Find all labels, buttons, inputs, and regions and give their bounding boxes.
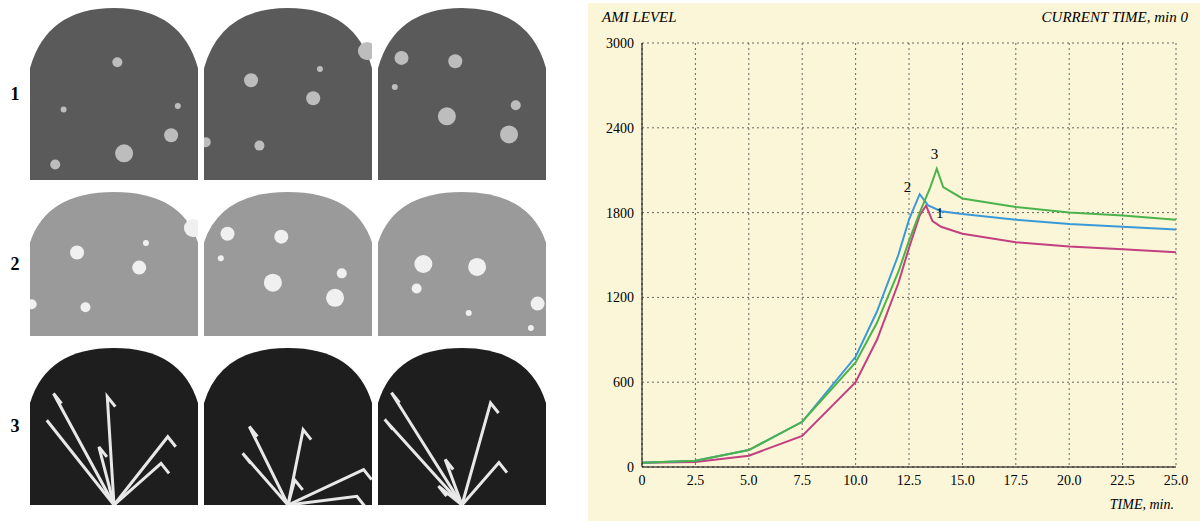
svg-text:2.5: 2.5 xyxy=(687,473,705,488)
svg-text:3000: 3000 xyxy=(606,36,634,51)
svg-text:1: 1 xyxy=(936,205,944,221)
svg-text:22.5: 22.5 xyxy=(1110,473,1135,488)
svg-text:10.0: 10.0 xyxy=(843,473,868,488)
svg-text:17.5: 17.5 xyxy=(1004,473,1029,488)
svg-text:0: 0 xyxy=(627,460,634,475)
svg-text:7.5: 7.5 xyxy=(793,473,811,488)
svg-text:TIME, min.: TIME, min. xyxy=(1110,497,1174,512)
svg-text:5.0: 5.0 xyxy=(740,473,758,488)
svg-text:1200: 1200 xyxy=(606,290,634,305)
svg-text:0: 0 xyxy=(639,473,646,488)
html-text:3: 3 xyxy=(10,416,20,436)
html-text:2: 2 xyxy=(10,253,20,274)
html-text:CURRENT TIME, min 0: CURRENT TIME, min 0 xyxy=(1041,9,1188,25)
svg-text:3: 3 xyxy=(931,146,939,162)
svg-text:25.0: 25.0 xyxy=(1164,473,1189,488)
html-text:AMI LEVEL: AMI LEVEL xyxy=(602,9,677,25)
svg-text:20.0: 20.0 xyxy=(1057,473,1082,488)
svg-text:1800: 1800 xyxy=(606,206,634,221)
html-text:1: 1 xyxy=(10,83,20,104)
svg-text:2400: 2400 xyxy=(606,121,634,136)
svg-text:600: 600 xyxy=(613,375,634,390)
svg-text:2: 2 xyxy=(904,179,912,195)
svg-text:12.5: 12.5 xyxy=(897,473,922,488)
svg-text:15.0: 15.0 xyxy=(950,473,975,488)
